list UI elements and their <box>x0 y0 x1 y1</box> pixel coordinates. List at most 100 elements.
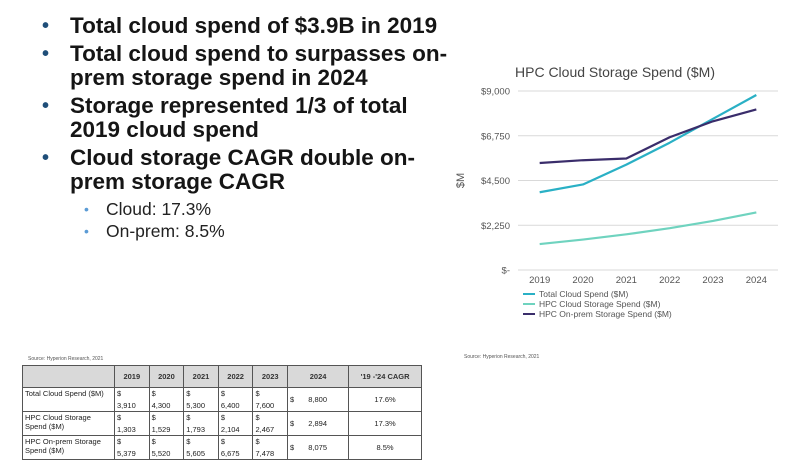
series-line <box>539 94 757 194</box>
table-cell: $3,910 <box>114 387 150 412</box>
table-header-cell <box>22 365 115 388</box>
currency-symbol: $ <box>255 413 260 422</box>
table-cell-2024: $8,800 <box>287 387 350 412</box>
table-row: HPC On-prem Storage Spend ($M) $5,379 $5,5… <box>22 435 422 460</box>
currency-symbol: $ <box>151 413 156 422</box>
cell-value: 1,793 <box>186 425 205 434</box>
sub-bullet-item: • On-prem: 8.5% <box>38 220 458 242</box>
currency-symbol: $ <box>186 413 191 422</box>
currency-symbol: $ <box>186 437 191 446</box>
currency-symbol: $ <box>290 443 295 452</box>
cell-value: 5,605 <box>186 449 205 458</box>
currency-symbol: $ <box>117 437 122 446</box>
table-cell-2024: $8,075 <box>287 435 350 460</box>
sub-bullet-dot: • <box>84 201 89 217</box>
series-line <box>539 211 757 246</box>
currency-symbol: $ <box>117 389 122 398</box>
cell-value: 7,478 <box>255 449 275 458</box>
table-header-cell: 2022 <box>217 365 254 388</box>
y-axis-label: $M <box>455 173 467 188</box>
sub-bullet-item: • Cloud: 17.3% <box>38 198 458 220</box>
table-row: Total Cloud Spend ($M) $3,910 $4,300 $5,300… <box>22 387 422 412</box>
currency-symbol: $ <box>255 437 260 446</box>
table-header-cell: '19 -'24 CAGR <box>348 365 422 388</box>
table-header-cell: 2023 <box>252 365 289 388</box>
data-table-region: Source: Hyperion Research, 2021 2019 202… <box>22 356 422 464</box>
table-row-label: Total Cloud Spend ($M) <box>22 387 115 412</box>
x-tick-label: 2020 <box>572 275 593 286</box>
cell-value: 2,894 <box>308 419 327 428</box>
x-tick-label: 2019 <box>529 275 550 286</box>
bullet-item: • Total cloud spend to surpasses on-prem … <box>38 42 458 90</box>
table-row: HPC Cloud Storage Spend ($M) $1,303 $1,529… <box>22 411 422 436</box>
cell-value: 8,075 <box>308 443 327 452</box>
legend-label: HPC On-prem Storage Spend ($M) <box>539 309 672 319</box>
bullet-text: Storage represented 1/3 of total 2019 cl… <box>70 93 408 142</box>
x-tick-label: 2022 <box>659 275 680 286</box>
bullet-dot: • <box>42 15 50 37</box>
cell-value: 3,910 <box>117 401 136 410</box>
x-tick-label: 2021 <box>616 275 637 286</box>
bullet-list: • Total cloud spend of $3.9B in 2019 • Tot… <box>38 14 458 242</box>
table-header-cell: 2021 <box>183 365 219 388</box>
series-line <box>539 108 757 165</box>
table-cell: $1,529 <box>148 411 185 436</box>
table-cell: $1,793 <box>183 411 219 436</box>
currency-symbol: $ <box>220 413 225 422</box>
sub-bullet-text: On-prem: 8.5% <box>106 221 225 241</box>
chart-source-note: Source: Hyperion Research, 2021 <box>464 354 540 360</box>
table-header-cell: 2024 <box>287 365 350 388</box>
table-cell: $7,478 <box>252 435 289 460</box>
table-cell-cagr: 17.6% <box>348 387 422 412</box>
table-source-note: Source: Hyperion Research, 2021 <box>28 356 104 362</box>
table-cell: $7,600 <box>252 387 289 412</box>
table-cell: $5,379 <box>114 435 150 460</box>
table-header-cell: 2019 <box>114 365 150 388</box>
cell-value: 5,300 <box>186 401 205 410</box>
table-cell: $2,467 <box>252 411 289 436</box>
currency-symbol: $ <box>255 389 260 398</box>
table-header-cell: 2020 <box>148 365 185 388</box>
table-cell: $1,303 <box>114 411 150 436</box>
bullet-dot: • <box>42 95 50 117</box>
currency-symbol: $ <box>290 395 295 404</box>
y-tick-label: $- <box>502 266 510 277</box>
chart-svg: $9,000 $6,750 $4,500 $2,250 $- $M 2019 2020 2021… <box>455 87 778 319</box>
currency-symbol: $ <box>290 419 295 428</box>
bullet-text: Total cloud spend of $3.9B in 2019 <box>70 13 438 38</box>
sub-bullet-text: Cloud: 17.3% <box>106 199 212 219</box>
table-cell: $4,300 <box>148 387 185 412</box>
bullet-item: • Storage represented 1/3 of total 2019 c… <box>38 94 458 142</box>
cell-value: 5,379 <box>117 449 136 458</box>
table-cell: $2,104 <box>217 411 254 436</box>
currency-symbol: $ <box>220 389 225 398</box>
table-cell: $5,605 <box>183 435 219 460</box>
bullet-dot: • <box>42 147 50 169</box>
table-cell: $5,520 <box>148 435 185 460</box>
bullet-item: • Total cloud spend of $3.9B in 2019 <box>38 14 458 38</box>
line-chart: HPC Cloud Storage Spend ($M) $9,000 $6,75… <box>440 58 790 338</box>
cell-value: 6,400 <box>220 401 240 410</box>
y-tick-label: $2,250 <box>481 221 510 232</box>
bullet-text: Cloud storage CAGR double on-prem storag… <box>70 145 415 194</box>
chart-title: HPC Cloud Storage Spend ($M) <box>515 64 715 80</box>
table-cell-2024: $2,894 <box>287 411 350 436</box>
table-cell-cagr: 17.3% <box>348 411 422 436</box>
currency-symbol: $ <box>151 437 156 446</box>
y-tick-label: $4,500 <box>481 176 510 187</box>
bullet-item: • Cloud storage CAGR double on-prem stora… <box>38 146 458 194</box>
cell-value: 5,520 <box>151 449 171 458</box>
bullet-dot: • <box>42 43 50 65</box>
currency-symbol: $ <box>220 437 225 446</box>
cell-value: 7,600 <box>255 401 275 410</box>
sub-bullet-dot: • <box>84 223 89 239</box>
cell-value: 4,300 <box>151 401 171 410</box>
table-cell: $6,400 <box>217 387 254 412</box>
cell-value: 1,303 <box>117 425 136 434</box>
y-tick-label: $6,750 <box>481 131 510 142</box>
table-row-label: HPC Cloud Storage Spend ($M) <box>22 411 115 436</box>
table-header-row: 2019 2020 2021 2022 2023 2024 '19 -'24 C… <box>22 365 422 388</box>
table-cell: $5,300 <box>183 387 219 412</box>
cell-value: 2,104 <box>220 425 240 434</box>
table-cell: $6,675 <box>217 435 254 460</box>
